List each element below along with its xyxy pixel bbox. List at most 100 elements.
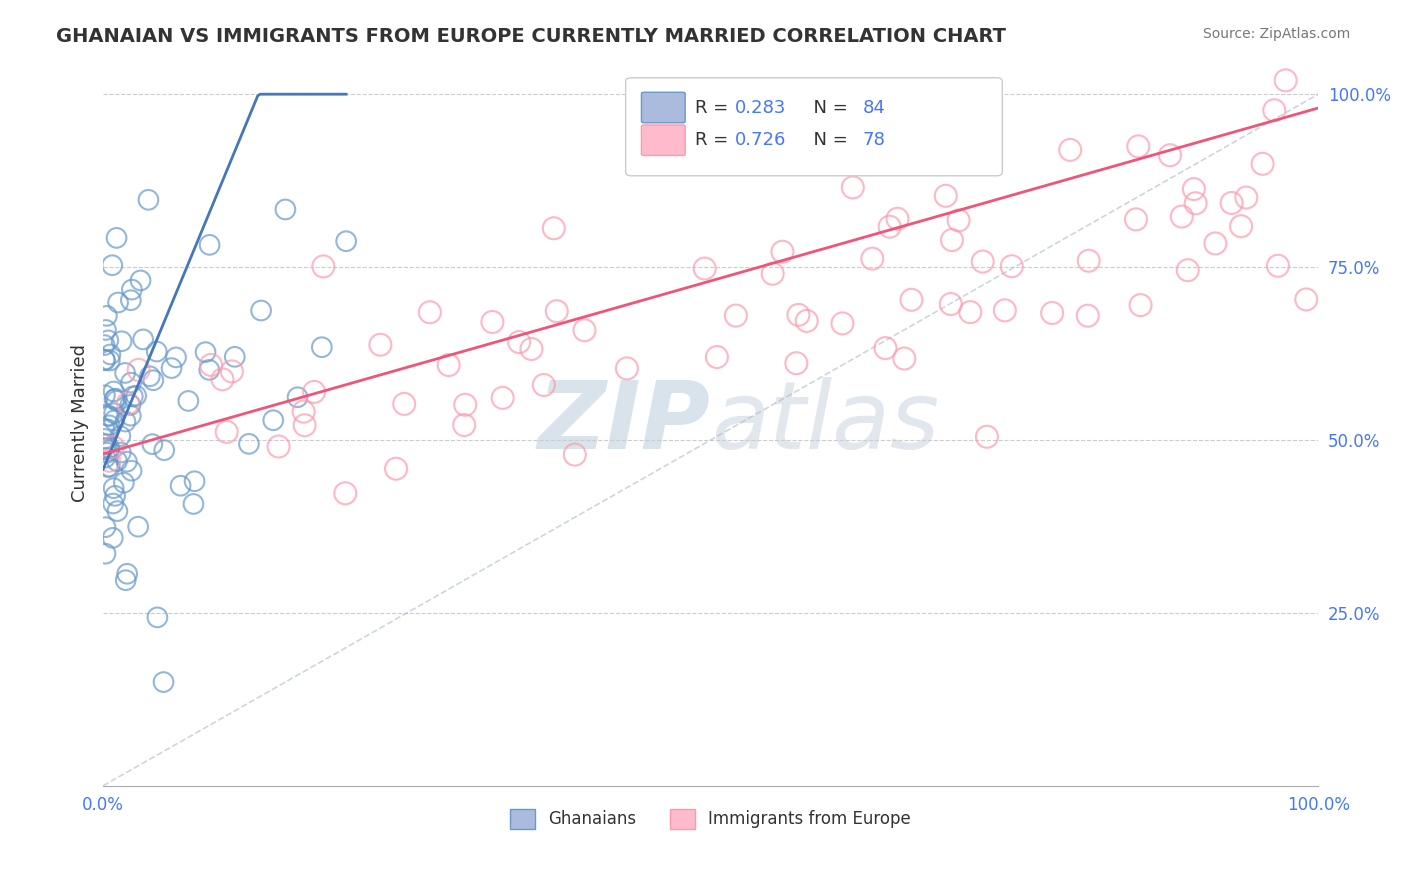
Point: [1059, 143, 1081, 157]
Point: [153, 443, 176, 458]
Point: [165, 351, 187, 365]
Point: [1077, 309, 1099, 323]
Point: [831, 317, 853, 331]
Point: [97, 423, 120, 437]
Point: [104, 392, 127, 406]
Point: [97, 409, 120, 423]
Point: [94, 547, 117, 561]
Point: [110, 429, 132, 443]
Text: 84: 84: [863, 98, 886, 117]
Point: [335, 486, 357, 500]
Point: [115, 566, 138, 581]
Point: [132, 332, 155, 346]
FancyBboxPatch shape: [641, 125, 685, 155]
Text: atlas: atlas: [710, 377, 939, 468]
Point: [98, 418, 121, 433]
Point: [693, 261, 716, 276]
Point: [762, 267, 785, 281]
Point: [98, 441, 121, 455]
Point: [160, 361, 183, 376]
Point: [1267, 259, 1289, 273]
Point: [1184, 196, 1206, 211]
Point: [533, 378, 555, 392]
Text: R =: R =: [695, 131, 734, 149]
Point: [101, 496, 124, 510]
Point: [1077, 253, 1099, 268]
Point: [98, 454, 121, 468]
Point: [120, 398, 142, 412]
Point: [103, 392, 125, 407]
Point: [546, 304, 568, 318]
Point: [267, 440, 290, 454]
Point: [94, 388, 117, 402]
Point: [115, 455, 138, 469]
Point: [129, 273, 152, 287]
Point: [453, 417, 475, 432]
Y-axis label: Currently Married: Currently Married: [72, 343, 89, 501]
Point: [121, 283, 143, 297]
Point: [543, 221, 565, 235]
Point: [392, 397, 415, 411]
Point: [294, 418, 316, 433]
Point: [107, 295, 129, 310]
Point: [114, 573, 136, 587]
Point: [97, 443, 120, 458]
Point: [879, 219, 901, 234]
Point: [100, 347, 122, 361]
Point: [101, 531, 124, 545]
Point: [224, 350, 246, 364]
Point: [141, 437, 163, 451]
Point: [1251, 157, 1274, 171]
Point: [419, 305, 441, 319]
Point: [1171, 210, 1194, 224]
Point: [1204, 236, 1226, 251]
Point: [104, 489, 127, 503]
Point: [491, 391, 513, 405]
Point: [103, 384, 125, 399]
Legend: Ghanaians, Immigrants from Europe: Ghanaians, Immigrants from Europe: [503, 802, 918, 836]
Point: [1129, 298, 1152, 312]
Point: [935, 189, 957, 203]
Point: [127, 519, 149, 533]
Point: [139, 369, 162, 384]
Point: [103, 481, 125, 495]
Point: [437, 358, 460, 372]
Point: [101, 258, 124, 272]
Point: [152, 675, 174, 690]
Point: [787, 308, 810, 322]
Point: [948, 213, 970, 227]
Point: [574, 323, 596, 337]
Point: [97, 459, 120, 474]
Point: [96, 445, 118, 459]
Point: [138, 193, 160, 207]
Point: [183, 475, 205, 489]
Point: [183, 497, 205, 511]
Point: [941, 233, 963, 247]
Point: [1128, 139, 1150, 153]
Point: [1159, 148, 1181, 162]
Point: [94, 323, 117, 337]
Point: [481, 315, 503, 329]
Point: [385, 461, 408, 475]
Point: [1263, 103, 1285, 118]
Point: [194, 345, 217, 359]
Point: [900, 293, 922, 307]
Point: [724, 309, 747, 323]
Point: [1234, 190, 1257, 204]
Point: [250, 303, 273, 318]
Text: 78: 78: [863, 131, 886, 149]
Point: [302, 384, 325, 399]
Text: R =: R =: [695, 98, 734, 117]
Point: [121, 390, 143, 404]
FancyBboxPatch shape: [626, 78, 1002, 176]
Point: [1274, 73, 1296, 87]
Point: [121, 464, 143, 478]
Point: [842, 180, 865, 194]
Point: [96, 309, 118, 323]
Point: [215, 425, 238, 439]
Point: [1040, 306, 1063, 320]
Point: [1295, 293, 1317, 307]
Text: GHANAIAN VS IMMIGRANTS FROM EUROPE CURRENTLY MARRIED CORRELATION CHART: GHANAIAN VS IMMIGRANTS FROM EUROPE CURRE…: [56, 27, 1007, 45]
Point: [198, 238, 221, 252]
Text: ZIP: ZIP: [538, 376, 710, 468]
